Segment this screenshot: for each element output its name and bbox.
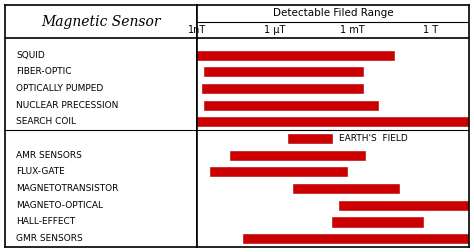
Text: Magnetic Sensor: Magnetic Sensor	[41, 15, 161, 29]
Bar	[230, 151, 365, 160]
Bar	[204, 67, 363, 76]
Text: Detectable Filed Range: Detectable Filed Range	[273, 8, 393, 18]
Text: HALL-EFFECT: HALL-EFFECT	[16, 217, 75, 227]
Text: FLUX-GATE: FLUX-GATE	[16, 167, 65, 176]
Bar	[288, 134, 332, 143]
Text: 1 mT: 1 mT	[340, 25, 365, 35]
Text: OPTICALLY PUMPED: OPTICALLY PUMPED	[16, 84, 103, 93]
Bar	[197, 117, 469, 127]
Text: SQUID: SQUID	[16, 51, 45, 59]
Bar	[339, 201, 469, 210]
Text: 1 μT: 1 μT	[264, 25, 285, 35]
Bar	[202, 84, 363, 93]
Text: MAGNETO-OPTICAL: MAGNETO-OPTICAL	[16, 201, 103, 210]
Text: NUCLEAR PRECESSION: NUCLEAR PRECESSION	[16, 101, 118, 110]
Bar	[293, 184, 399, 193]
Text: MAGNETOTRANSISTOR: MAGNETOTRANSISTOR	[16, 184, 118, 193]
Text: GMR SENSORS: GMR SENSORS	[16, 234, 83, 243]
Bar	[244, 234, 469, 243]
Bar	[210, 167, 347, 176]
Text: 1nT: 1nT	[188, 25, 206, 35]
Text: SEARCH COIL: SEARCH COIL	[16, 117, 76, 126]
Text: 1 T: 1 T	[423, 25, 438, 35]
Bar	[204, 101, 378, 110]
Text: FIBER-OPTIC: FIBER-OPTIC	[16, 67, 72, 76]
Text: EARTH'S  FIELD: EARTH'S FIELD	[339, 134, 408, 143]
Bar	[197, 50, 394, 60]
Bar	[332, 217, 422, 227]
Text: AMR SENSORS: AMR SENSORS	[16, 151, 82, 160]
